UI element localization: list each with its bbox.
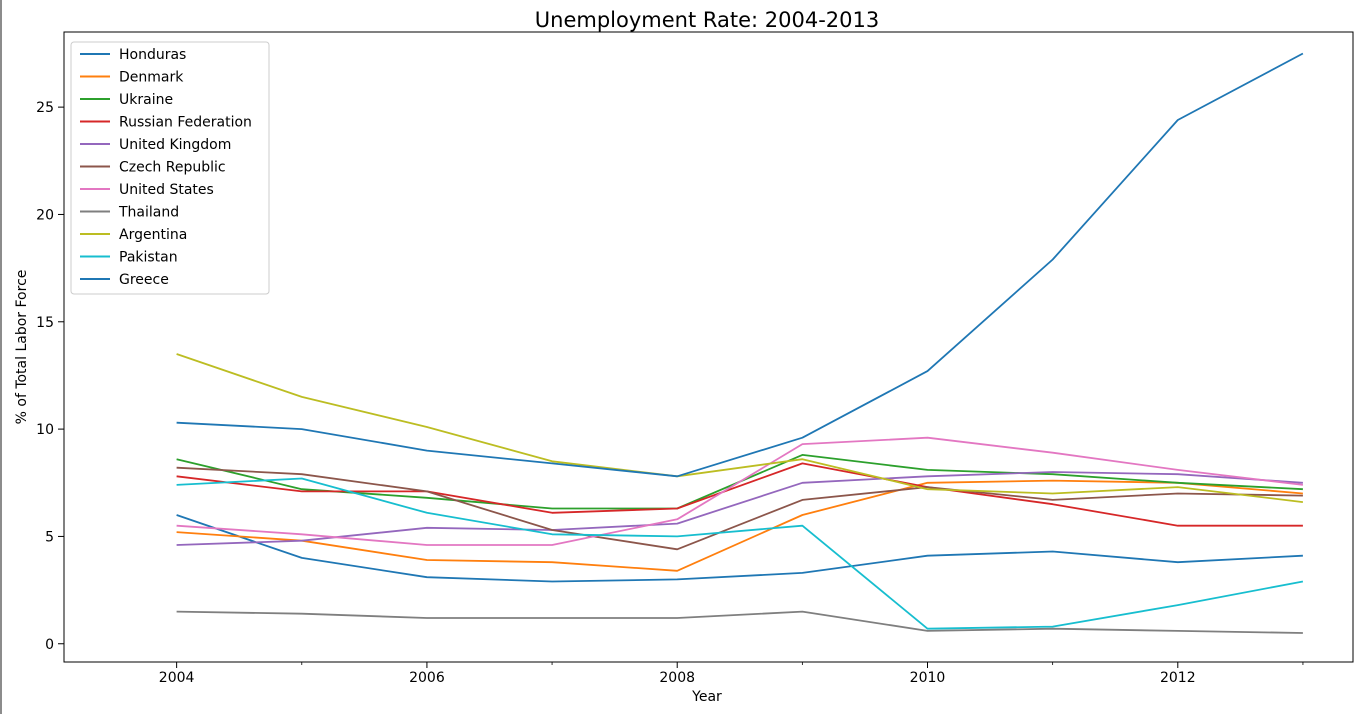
series-line-7 [176, 610, 1303, 634]
legend-label: Denmark [119, 70, 184, 86]
legend-box [70, 41, 270, 295]
x-tick-label: 2004 [159, 670, 195, 686]
legend-label: Greece [119, 272, 169, 288]
x-axis: 2004 2006 2008 2010 2012 [159, 662, 1304, 686]
series-line-4 [176, 471, 1303, 546]
y-axis-label: % of Total Labor Force [14, 270, 30, 425]
y-tick-label: 10 [36, 422, 54, 438]
series-line-3 [176, 462, 1303, 527]
legend-label: Russian Federation [119, 115, 252, 131]
series-line-5 [176, 466, 1303, 551]
legend-label: Ukraine [119, 92, 173, 108]
x-tick-label: 2006 [409, 670, 445, 686]
x-axis-label: Year [691, 689, 722, 705]
legend-label: Argentina [119, 227, 187, 243]
series-line-6 [176, 436, 1304, 546]
legend-label: Pakistan [119, 250, 178, 266]
series-line-1 [176, 479, 1303, 572]
y-tick-label: 5 [45, 529, 54, 545]
legend-label: United States [119, 182, 214, 198]
plot-frame [63, 31, 1354, 663]
series-line-8 [176, 353, 1304, 503]
legend-label: United Kingdom [119, 137, 231, 153]
series-line-0 [176, 514, 1303, 583]
x-tick-label: 2012 [1160, 670, 1196, 686]
legend-label: Thailand [118, 205, 179, 221]
y-axis: 0 5 10 15 20 25 [36, 100, 64, 653]
series-line-9 [176, 477, 1304, 630]
y-tick-label: 25 [36, 100, 54, 116]
legend-label: Honduras [119, 47, 186, 63]
x-tick-label: 2008 [659, 670, 695, 686]
y-tick-label: 0 [45, 637, 54, 653]
legend-label: Czech Republic [119, 160, 226, 176]
legend: Honduras Denmark Ukraine Russian Federation… [70, 41, 270, 295]
y-tick-label: 15 [36, 315, 54, 331]
x-tick-label: 2010 [910, 670, 946, 686]
window-left-border [0, 0, 2, 714]
y-tick-label: 20 [36, 207, 54, 223]
chart-title: Unemployment Rate: 2004-2013 [535, 8, 879, 32]
series-lines [176, 52, 1304, 634]
series-line-10 [176, 52, 1304, 478]
